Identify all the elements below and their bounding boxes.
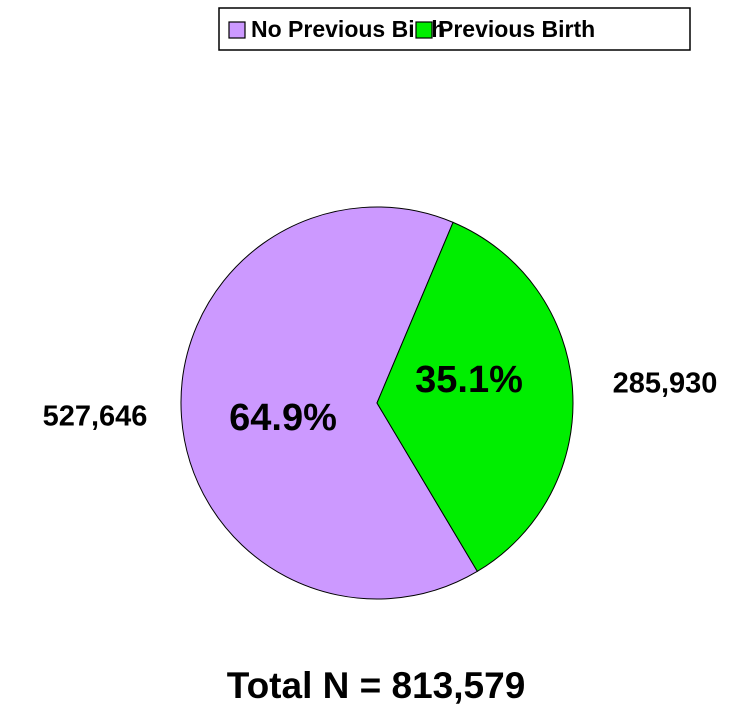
pie-slice [376, 221, 574, 573]
count-label: 527,646 [43, 401, 148, 433]
legend-box [218, 7, 691, 51]
legend-swatch [415, 21, 433, 39]
legend-swatch [228, 21, 246, 39]
total-annotation: Total N = 813,579 [227, 665, 526, 706]
pie-slice [180, 206, 479, 600]
percent-label: 35.1% [415, 359, 523, 401]
legend-label: No Previous Birth [251, 16, 445, 42]
legend-label: Previous Birth [438, 16, 595, 42]
percent-label: 64.9% [229, 397, 337, 439]
count-label: 285,930 [613, 368, 718, 400]
